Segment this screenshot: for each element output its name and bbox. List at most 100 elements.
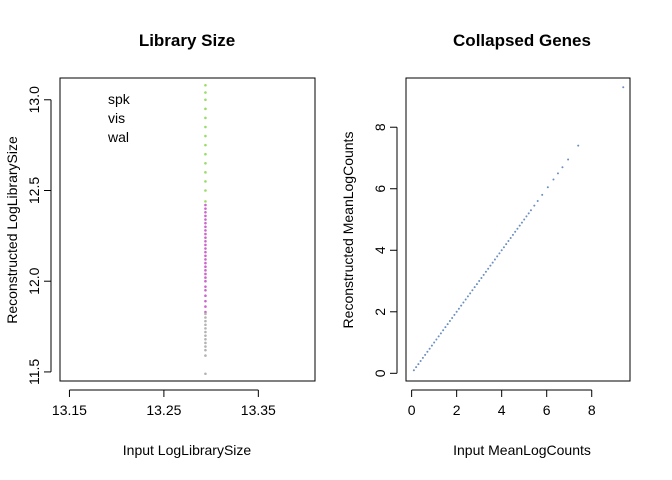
library-size-point [204, 276, 207, 279]
collapsed-genes-y-tick-label: 2 [372, 308, 388, 316]
library-size-point [204, 232, 207, 236]
collapsed-genes-x-tick-label: 4 [498, 402, 506, 418]
collapsed-genes-point [466, 295, 469, 298]
collapsed-genes-point [577, 144, 580, 147]
library-size-point [204, 310, 207, 314]
library-size-point [204, 247, 207, 250]
library-size-point [204, 107, 207, 111]
library-size-x-tick-label: 13.15 [52, 402, 87, 418]
collapsed-genes-point [442, 329, 445, 332]
collapsed-genes-point [475, 283, 478, 286]
library-size-x-tick-label: 13.35 [241, 402, 276, 418]
library-size-point [204, 285, 207, 288]
collapsed-genes-point [520, 221, 523, 224]
library-size-point [204, 288, 207, 292]
library-size-y-tick-label: 11.5 [26, 359, 42, 385]
collapsed-genes-point [516, 227, 519, 230]
collapsed-genes-point [478, 280, 481, 283]
collapsed-genes-point [498, 252, 501, 255]
collapsed-genes-point [514, 230, 517, 233]
library-size-point [204, 125, 207, 129]
collapsed-genes-point [546, 186, 549, 189]
library-size-point [204, 214, 207, 218]
library-size-point [204, 269, 207, 272]
collapsed-genes-x-tick-label: 6 [543, 402, 551, 418]
collapsed-genes-point [428, 347, 431, 350]
library-size-point [204, 218, 207, 221]
collapsed-genes-point [473, 286, 476, 289]
library-size-point [204, 348, 207, 352]
library-size-panel: Library Size 13.15 13.25 13.35 11.5 12.0 12.… [4, 31, 316, 458]
collapsed-genes-y-tick-label: 0 [372, 369, 388, 377]
library-size-point [204, 180, 207, 183]
collapsed-genes-point [567, 158, 570, 161]
library-size-point [204, 116, 207, 120]
collapsed-genes-point [415, 366, 418, 369]
library-size-point [204, 250, 207, 254]
library-size-point [204, 372, 207, 376]
collapsed-genes-point [536, 200, 539, 203]
library-size-points [204, 83, 207, 376]
collapsed-genes-point [525, 215, 528, 218]
collapsed-genes-point [500, 249, 503, 252]
library-size-point [204, 98, 207, 102]
library-size-point [204, 239, 207, 243]
collapsed-genes-plot-box [405, 77, 631, 382]
collapsed-genes-point [433, 341, 436, 344]
library-size-point [204, 200, 207, 203]
library-size-point [204, 91, 207, 94]
collapsed-genes-point [505, 243, 508, 246]
library-size-point [204, 316, 207, 319]
collapsed-genes-point [444, 326, 447, 329]
collapsed-genes-point [496, 255, 499, 258]
library-size-y-tick-label: 12.5 [26, 177, 42, 204]
collapsed-genes-point [489, 264, 492, 267]
collapsed-genes-point [480, 276, 483, 279]
library-size-point [204, 330, 207, 334]
library-size-point [204, 341, 207, 345]
collapsed-genes-point [622, 86, 625, 89]
library-size-y-label: Reconstructed LogLibrarySize [4, 136, 20, 324]
collapsed-genes-point [552, 178, 555, 181]
collapsed-genes-point [518, 224, 521, 227]
collapsed-genes-point [424, 353, 427, 356]
library-size-point [204, 161, 207, 165]
collapsed-genes-point [464, 298, 467, 301]
library-size-x-label: Input LogLibrarySize [123, 442, 252, 458]
library-size-point [204, 305, 207, 308]
library-size-point [204, 229, 207, 232]
collapsed-genes-point [561, 166, 564, 169]
collapsed-genes-point [439, 332, 442, 335]
library-size-x-axis: 13.15 13.25 13.35 [52, 389, 276, 418]
collapsed-genes-point [493, 258, 496, 261]
collapsed-genes-y-tick-label: 8 [372, 123, 388, 131]
library-size-point [204, 279, 207, 283]
library-size-legend: spk vis wal [107, 91, 131, 145]
collapsed-genes-point [417, 363, 420, 366]
collapsed-genes-points [412, 86, 625, 372]
collapsed-genes-point [556, 172, 559, 175]
collapsed-genes-point [446, 323, 449, 326]
collapsed-genes-point [419, 360, 422, 363]
collapsed-genes-point [511, 233, 514, 236]
collapsed-genes-point [448, 320, 451, 323]
collapsed-genes-y-tick-label: 6 [372, 185, 388, 193]
collapsed-genes-panel: Collapsed Genes 0 2 4 6 8 0 2 4 6 8 Input MeanLo… [340, 31, 631, 458]
library-size-point [204, 203, 207, 207]
library-size-point [204, 345, 207, 348]
library-size-point [204, 258, 207, 261]
collapsed-genes-point [426, 350, 429, 353]
collapsed-genes-x-axis: 0 2 4 6 8 [408, 389, 596, 418]
collapsed-genes-point [502, 246, 505, 249]
collapsed-genes-point [533, 204, 536, 207]
collapsed-genes-point [469, 292, 472, 295]
library-size-point [204, 143, 207, 147]
library-size-point [204, 327, 207, 330]
collapsed-genes-point [471, 289, 474, 292]
collapsed-genes-x-tick-label: 8 [588, 402, 596, 418]
library-size-y-tick-label: 13.0 [26, 86, 42, 113]
collapsed-genes-point [453, 313, 456, 316]
collapsed-genes-point [412, 369, 415, 372]
collapsed-genes-point [527, 212, 530, 215]
